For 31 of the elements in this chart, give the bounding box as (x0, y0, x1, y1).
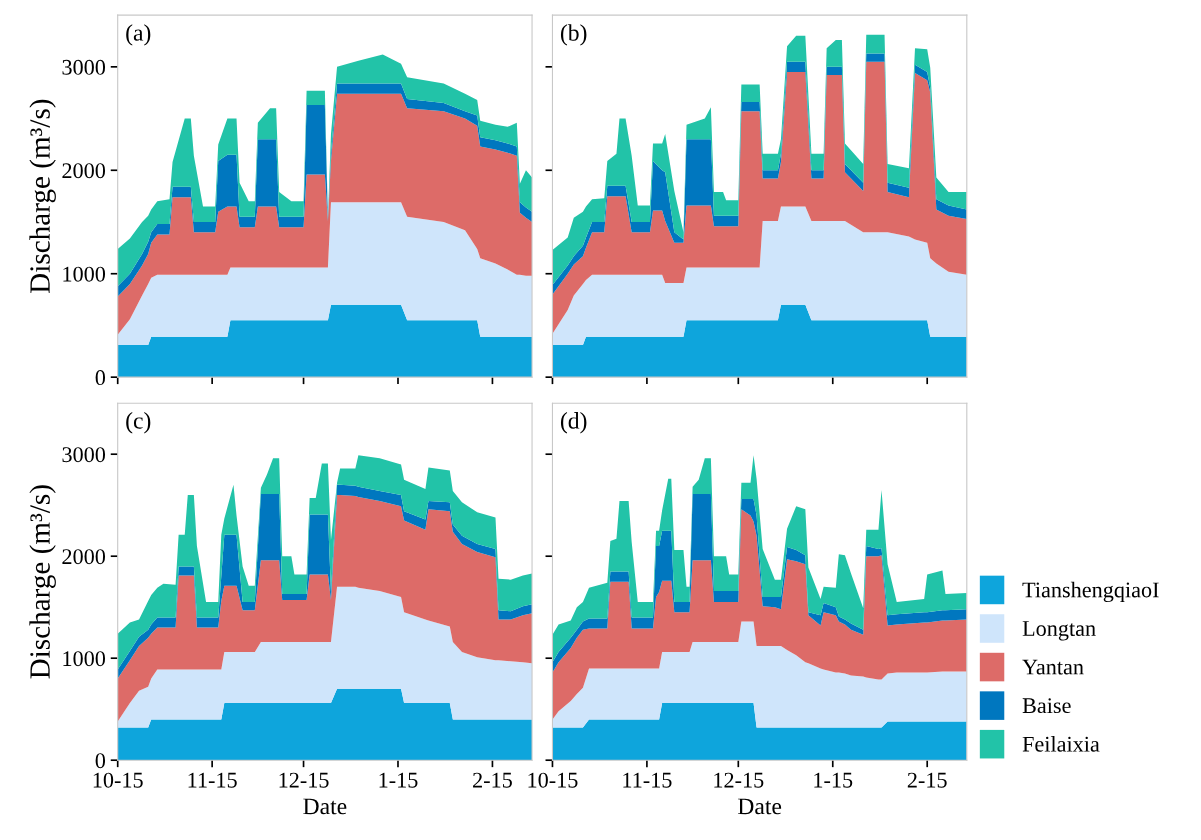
x-tick-label: 1-15 (814, 772, 853, 788)
annotation: (b) (560, 24, 587, 46)
x-tick-label: 11-15 (623, 772, 672, 788)
y-tick-label: 1000 (63, 651, 106, 667)
legend-label: Feilaixia (1022, 736, 1100, 752)
y-tick-label: 2000 (62, 163, 106, 179)
legend-label: TianshengqiaoI (1022, 581, 1159, 603)
y-tick-label: 3000 (62, 59, 106, 75)
annotation: (d) (560, 412, 587, 434)
y-tick-label: 0 (95, 753, 106, 769)
y-tick-label: 0 (95, 370, 106, 386)
x-tick-label: 2-15 (907, 772, 947, 788)
y-tick-label: 2000 (62, 549, 106, 565)
x-tick-label: 11-15 (188, 772, 237, 788)
legend-label: Yantan (1022, 659, 1084, 675)
x-tick-label: 2-15 (473, 772, 512, 788)
x-axis-title: Date (738, 798, 782, 815)
y-tick-label: 3000 (62, 447, 106, 463)
legend-label: Baise (1022, 698, 1071, 714)
x-tick-label: 12-15 (279, 772, 329, 788)
y-axis-title: Discharge (m³/s) (29, 485, 56, 679)
x-tick-label: 1-15 (379, 772, 418, 788)
y-tick-label: 1000 (63, 266, 106, 282)
x-tick-label: 12-15 (714, 772, 764, 788)
y-axis-title: Discharge (m³/s) (29, 99, 56, 293)
x-axis-title: Date (303, 798, 347, 815)
x-tick-label: 10-15 (528, 772, 578, 788)
x-tick-label: 10-15 (93, 772, 143, 788)
legend-label: Longtan (1022, 621, 1096, 641)
annotation: (c) (126, 412, 151, 434)
annotation: (a) (126, 24, 151, 46)
